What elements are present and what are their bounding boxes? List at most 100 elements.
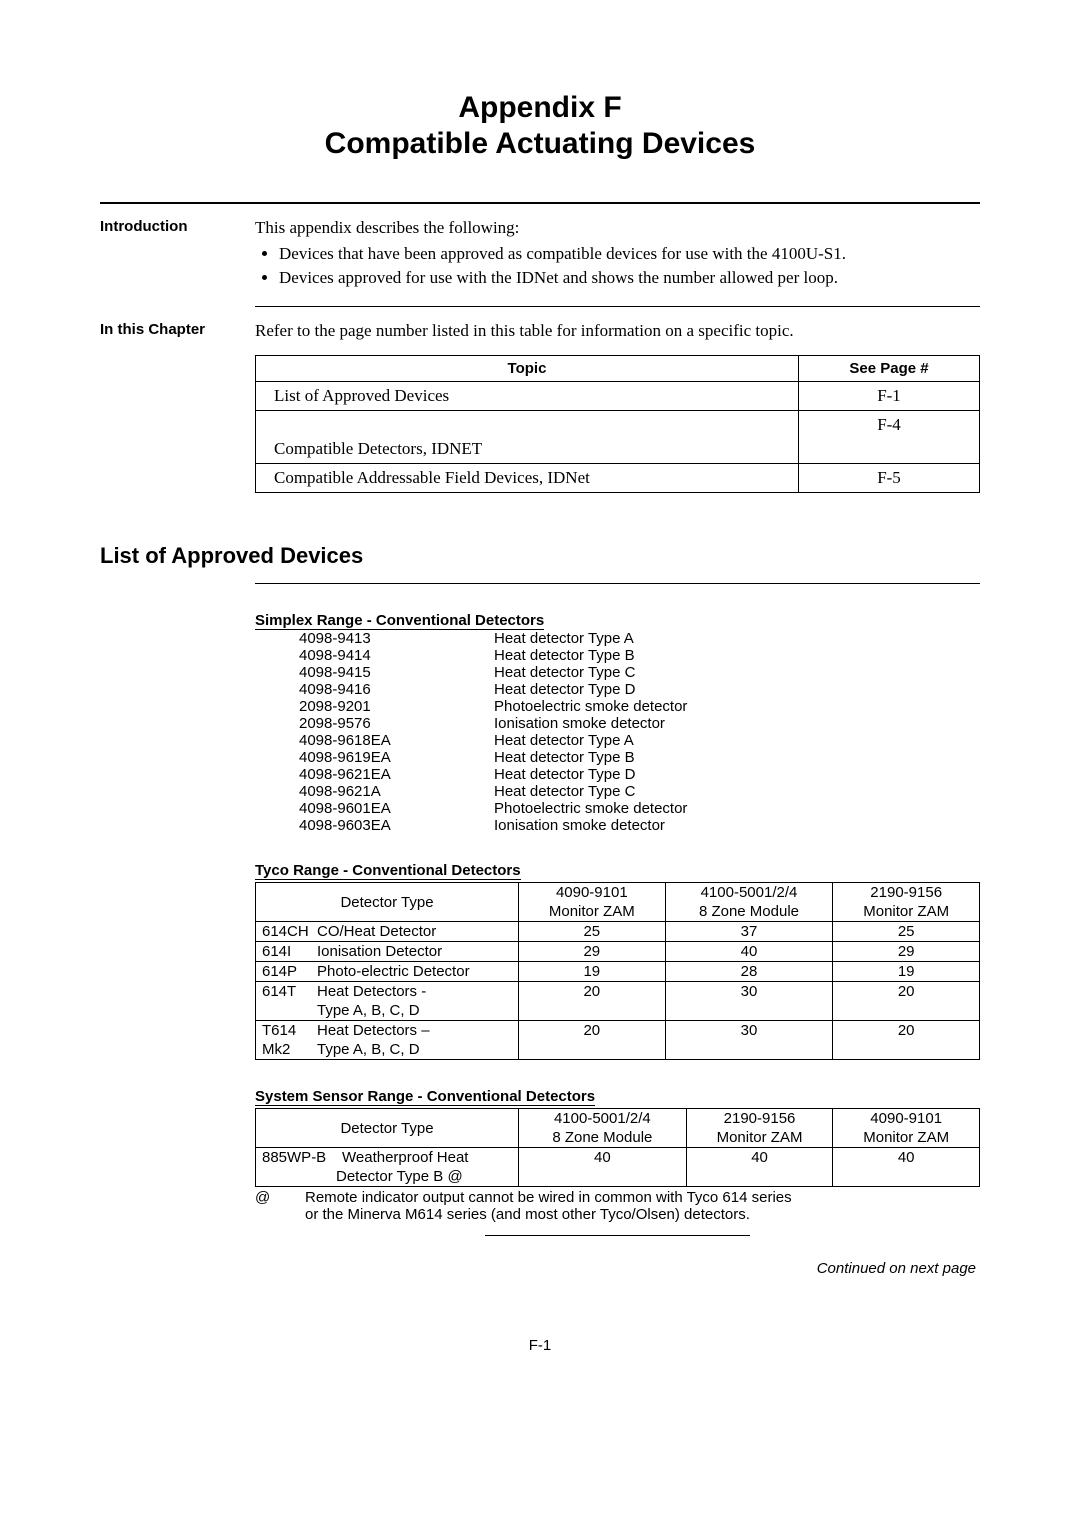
- col-header: 4100-5001/2/4: [519, 1109, 687, 1129]
- col-header: 4090-9101: [833, 1109, 980, 1129]
- value-cell: 20: [519, 982, 666, 1002]
- detector-row: 4098-9601EAPhotoelectric smoke detector: [299, 800, 980, 817]
- topic-header: Topic: [256, 356, 799, 382]
- intro-label: Introduction: [100, 218, 255, 235]
- value-cell: 40: [686, 1148, 833, 1168]
- detector-desc: Heat detector Type A: [494, 732, 634, 749]
- value-cell: 19: [833, 962, 980, 982]
- detector-row: 4098-9618EAHeat detector Type A: [299, 732, 980, 749]
- value-cell: 20: [833, 982, 980, 1002]
- col-header: 2190-9156: [686, 1109, 833, 1129]
- page-cell: F-1: [799, 382, 980, 411]
- divider: [485, 1235, 750, 1236]
- detector-type-header: Detector Type: [256, 883, 519, 922]
- value-cell: 25: [519, 922, 666, 942]
- page-header: See Page #: [799, 356, 980, 382]
- title-line1: Appendix F: [458, 91, 621, 124]
- tyco-table: Detector Type 4090-9101 4100-5001/2/4 21…: [255, 882, 980, 1060]
- page-cell: F-5: [799, 464, 980, 493]
- intro-bullet: Devices approved for use with the IDNet …: [279, 268, 980, 288]
- value-cell: 29: [833, 942, 980, 962]
- topic-cell: Compatible Addressable Field Devices, ID…: [256, 464, 799, 493]
- detector-row: 4098-9413Heat detector Type A: [299, 630, 980, 647]
- table-row: T614Heat Detectors –203020: [256, 1021, 980, 1041]
- intro-bullet: Devices that have been approved as compa…: [279, 244, 980, 264]
- detector-code: 4098-9414: [299, 647, 494, 664]
- detector-row: 4098-9621AHeat detector Type C: [299, 783, 980, 800]
- detector-code: 4098-9621A: [299, 783, 494, 800]
- detector-code: 2098-9201: [299, 698, 494, 715]
- detector-row: 4098-9415Heat detector Type C: [299, 664, 980, 681]
- detector-code: Mk2: [262, 1041, 317, 1058]
- table-row: 614THeat Detectors - 203020: [256, 982, 980, 1002]
- detector-code: 4098-9415: [299, 664, 494, 681]
- chapter-text: Refer to the page number listed in this …: [255, 321, 980, 341]
- detector-row: 2098-9576Ionisation smoke detector: [299, 715, 980, 732]
- detector-code: 4098-9618EA: [299, 732, 494, 749]
- value-cell: 30: [665, 982, 833, 1002]
- table-row: 614IIonisation Detector294029: [256, 942, 980, 962]
- col-subheader: Monitor ZAM: [833, 1128, 980, 1148]
- footnote-text: Remote indicator output cannot be wired …: [305, 1189, 792, 1206]
- value-cell: 40: [665, 942, 833, 962]
- table-row: Mk2Type A, B, C, D: [256, 1040, 980, 1060]
- detector-desc: Photoelectric smoke detector: [494, 698, 687, 715]
- page-title: Appendix F Compatible Actuating Devices: [100, 90, 980, 162]
- sensor-table: Detector Type 4100-5001/2/4 2190-9156 40…: [255, 1108, 980, 1187]
- detector-code: 614I: [262, 943, 317, 960]
- col-header: 2190-9156: [833, 883, 980, 903]
- simplex-heading: Simplex Range - Conventional Detectors: [255, 612, 544, 630]
- page-number: F-1: [100, 1337, 980, 1354]
- col-subheader: Monitor ZAM: [833, 902, 980, 922]
- value-cell: 19: [519, 962, 666, 982]
- value-cell: 20: [833, 1021, 980, 1041]
- sensor-heading: System Sensor Range - Conventional Detec…: [255, 1088, 595, 1106]
- title-line2: Compatible Actuating Devices: [325, 127, 756, 160]
- footnote: @ Remote indicator output cannot be wire…: [255, 1189, 980, 1223]
- detector-name: CO/Heat Detector: [317, 923, 436, 940]
- detector-desc: Heat detector Type D: [494, 766, 635, 783]
- table-row: 614CHCO/Heat Detector253725: [256, 922, 980, 942]
- value-cell: 20: [519, 1021, 666, 1041]
- value-cell: 28: [665, 962, 833, 982]
- detector-name: Type A, B, C, D: [317, 1002, 420, 1019]
- table-row: Compatible Addressable Field Devices, ID…: [256, 464, 980, 493]
- topic-table: Topic See Page # List of Approved Device…: [255, 355, 980, 493]
- detector-row: 4098-9621EAHeat detector Type D: [299, 766, 980, 783]
- detector-code: 4098-9601EA: [299, 800, 494, 817]
- detector-desc: Heat detector Type C: [494, 783, 635, 800]
- detector-code: 4098-9603EA: [299, 817, 494, 834]
- detector-desc: Heat detector Type A: [494, 630, 634, 647]
- col-subheader: Monitor ZAM: [519, 902, 666, 922]
- topic-cell: Compatible Detectors, IDNET: [256, 411, 799, 464]
- detector-code: 614P: [262, 963, 317, 980]
- col-subheader: 8 Zone Module: [665, 902, 833, 922]
- detector-code: T614: [262, 1022, 317, 1039]
- col-subheader: 8 Zone Module: [519, 1128, 687, 1148]
- detector-desc: Heat detector Type C: [494, 664, 635, 681]
- value-cell: 40: [833, 1148, 980, 1168]
- tyco-heading: Tyco Range - Conventional Detectors: [255, 862, 521, 880]
- value-cell: 30: [665, 1021, 833, 1041]
- detector-code: [262, 1002, 317, 1019]
- detector-desc: Heat detector Type D: [494, 681, 635, 698]
- detector-row: 4098-9603EAIonisation smoke detector: [299, 817, 980, 834]
- detector-code: 2098-9576: [299, 715, 494, 732]
- value-cell: 40: [519, 1148, 687, 1168]
- continued-text: Continued on next page: [255, 1260, 976, 1277]
- intro-section: Introduction This appendix describes the…: [100, 218, 980, 292]
- detector-code: 614T: [262, 983, 317, 1000]
- detector-row: 2098-9201Photoelectric smoke detector: [299, 698, 980, 715]
- detector-code: 885WP-B: [262, 1149, 342, 1166]
- topic-cell: List of Approved Devices: [256, 382, 799, 411]
- detector-name: Heat Detectors -: [317, 983, 426, 1000]
- detector-code: 4098-9621EA: [299, 766, 494, 783]
- table-row: Type A, B, C, D: [256, 1001, 980, 1021]
- value-cell: 37: [665, 922, 833, 942]
- col-header: 4090-9101: [519, 883, 666, 903]
- detector-desc: Photoelectric smoke detector: [494, 800, 687, 817]
- divider: [100, 202, 980, 204]
- footnote-text: or the Minerva M614 series (and most oth…: [305, 1206, 750, 1223]
- detector-name: Type A, B, C, D: [317, 1041, 420, 1058]
- divider: [255, 306, 980, 307]
